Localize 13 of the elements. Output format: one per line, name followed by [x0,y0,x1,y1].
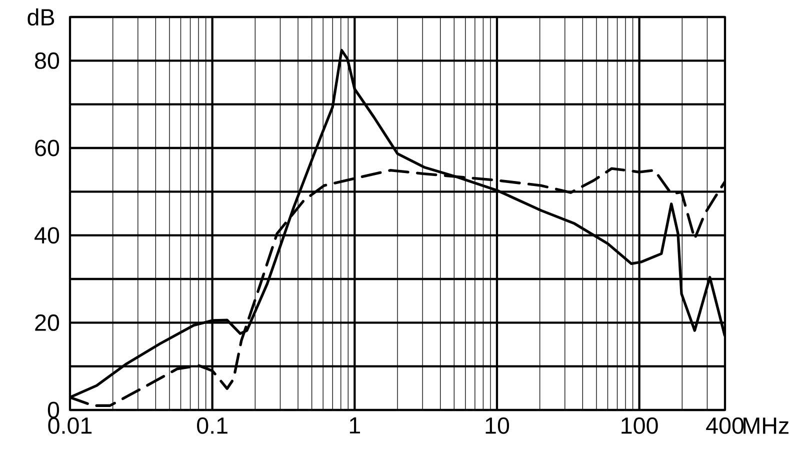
y-tick-label: 60 [35,140,60,156]
x-tick-label: 400 [706,417,744,434]
x-tick-label: 1 [350,417,360,434]
x-tick-label: 0.1 [197,417,228,434]
x-tick-label: 100 [622,417,658,434]
x-axis-title: MHz [744,418,788,434]
y-tick-label: 80 [35,52,60,69]
x-tick-label: 0.01 [48,417,92,434]
y-tick-label: 40 [34,227,60,244]
y-tick-label: 20 [35,314,60,331]
x-tick-label: 10 [486,417,510,434]
y-tick-label: 0 [48,402,60,418]
y-axis-title: dB [28,8,54,26]
